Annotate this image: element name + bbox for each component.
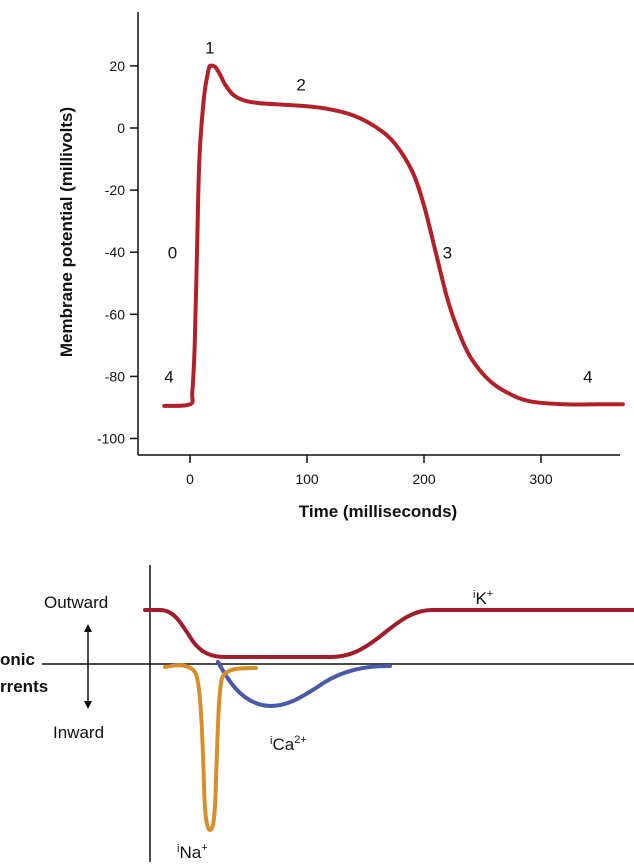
y-tick-label: -20 <box>105 182 125 198</box>
phase-label: 2 <box>296 76 305 95</box>
x-tick-label: 100 <box>295 471 319 487</box>
phase-label: 4 <box>583 368 592 387</box>
y-tick-label: -40 <box>105 244 125 260</box>
x-tick-label: 200 <box>412 471 436 487</box>
calcium-current-label: iCa2+ <box>270 734 307 754</box>
sodium-current-line <box>163 663 258 833</box>
action-potential-chart: 200-20-40-60-80-100 0 100 200 300 Membrane … <box>57 12 625 521</box>
ionic-currents-chart: Outward Inward onic rrents iK+ iCa2+ iNa… <box>0 565 634 862</box>
x-axis-title: Time (milliseconds) <box>299 502 457 521</box>
outward-label: Outward <box>44 593 108 612</box>
y-axis-title: Membrane potential (millivolts) <box>57 107 76 357</box>
y-tick-label: 0 <box>117 120 125 136</box>
phase-label: 0 <box>168 243 177 262</box>
phase-label: 4 <box>164 368 173 387</box>
phase-label: 3 <box>443 243 452 262</box>
double-arrow-icon <box>84 624 92 709</box>
y-tick-label: 20 <box>109 58 125 74</box>
calcium-current-line <box>216 660 392 708</box>
potassium-current-label: iK+ <box>473 588 493 608</box>
y-tick-label: -100 <box>97 431 125 447</box>
y-tick-label: -60 <box>105 306 125 322</box>
membrane-potential-line <box>162 63 625 408</box>
x-tick-label: 0 <box>186 471 194 487</box>
inward-label: Inward <box>53 723 104 742</box>
phase-label: 1 <box>205 38 214 57</box>
y-tick-label: -80 <box>105 368 125 384</box>
x-tick-label: 300 <box>529 471 553 487</box>
potassium-current-line <box>143 608 634 659</box>
sodium-current-label: iNa+ <box>177 842 208 862</box>
currents-label: rrents <box>0 677 48 696</box>
ionic-label: onic <box>0 650 35 669</box>
